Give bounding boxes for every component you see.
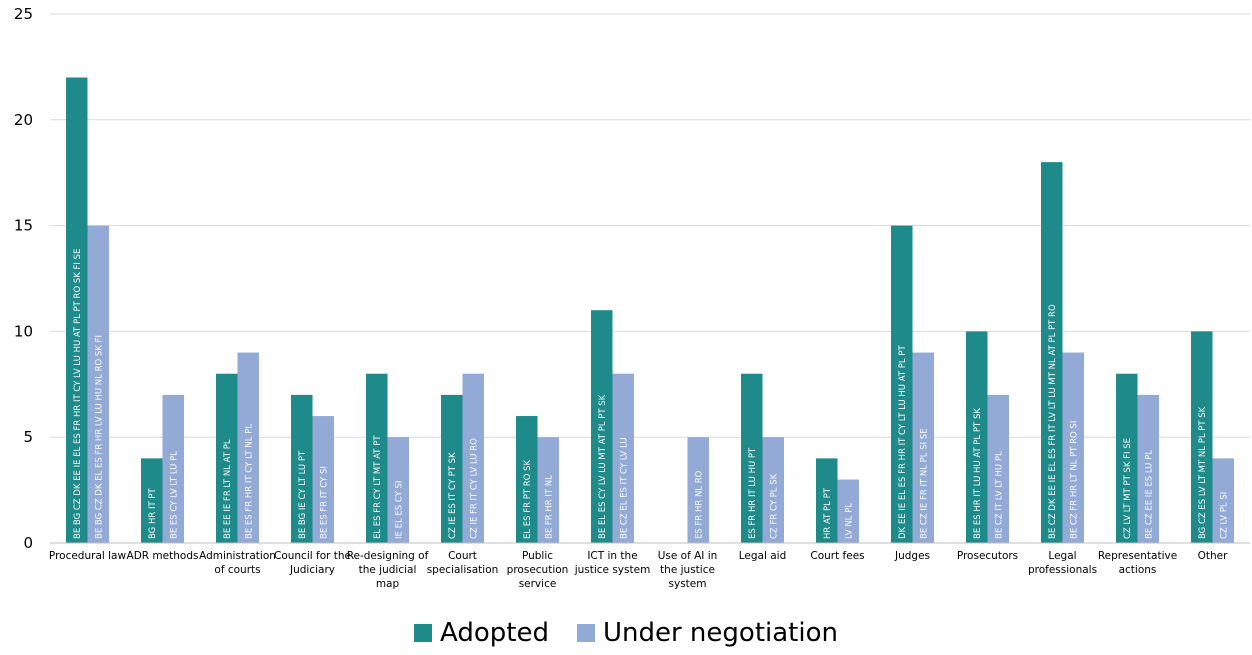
bar-label-under-negotiation: BE CZ IT LV LT HU PL bbox=[994, 451, 1004, 539]
x-tick-label: Other bbox=[1198, 550, 1228, 562]
bar-under-negotiation bbox=[687, 437, 709, 543]
legend-item-adopted: Adopted bbox=[414, 618, 549, 648]
bar-under-negotiation bbox=[462, 373, 484, 543]
bar-chart: BE BG CZ DK EE IE EL ES FR HR IT CY LV L… bbox=[14, 5, 1250, 590]
bar-label-under-negotiation: BE CZ FR HR LT NL PT RO SI bbox=[1069, 421, 1079, 539]
bar-label-under-negotiation: CZ LV PL SI bbox=[1219, 492, 1229, 539]
bar-adopted bbox=[1191, 331, 1213, 543]
bar-under-negotiation bbox=[912, 352, 934, 543]
bar-adopted bbox=[141, 458, 163, 543]
x-tick-label: Administration of courts bbox=[199, 550, 276, 576]
bar-under-negotiation bbox=[237, 352, 259, 543]
bar-under-negotiation bbox=[87, 225, 109, 543]
bar-label-under-negotiation: BE CZ IE FR IT NL PL SI SE bbox=[919, 428, 929, 539]
bar-under-negotiation bbox=[762, 437, 784, 543]
y-tick-label: 0 bbox=[23, 534, 33, 552]
y-tick-label: 10 bbox=[14, 322, 33, 340]
bar-label-adopted: CZ LV LT MT PT SK FI SE bbox=[1123, 438, 1133, 539]
bar-label-under-negotiation: CZ FR CY PL SK bbox=[769, 473, 779, 539]
axes: 0 5 10 15 20 25 Procedural law ADR methods Admin… bbox=[14, 5, 1250, 590]
bars: BE BG CZ DK EE IE EL ES FR HR IT CY LV L… bbox=[66, 77, 1234, 543]
bar-label-under-negotiation: IE EL ES CY SI bbox=[394, 481, 404, 539]
x-tick-label: Legal professionals bbox=[1028, 550, 1097, 576]
bar-adopted bbox=[591, 310, 613, 543]
y-tick-label: 15 bbox=[14, 217, 33, 235]
bar-label-adopted: BE CZ DK EE IE EL ES FR IT LV LT LU MT N… bbox=[1048, 304, 1058, 539]
bar-label-adopted: EL ES FR PT RO SK bbox=[523, 460, 533, 539]
y-tick-label: 5 bbox=[23, 428, 33, 446]
bar-label-under-negotiation: LV NL PL bbox=[844, 503, 854, 539]
bar-label-adopted: BE EL ES CY LV LU MT AT PL PT SK bbox=[598, 394, 608, 539]
bar-adopted bbox=[741, 373, 763, 543]
bar-under-negotiation bbox=[387, 437, 409, 543]
bar-adopted bbox=[1041, 162, 1063, 543]
bar-label-under-negotiation: BE CZ EL ES IT CY LV LU bbox=[619, 437, 629, 539]
bar-label-under-negotiation: BE ES CY LV LT LU PL bbox=[169, 451, 179, 539]
x-tick-label: Use of AI in the justice system bbox=[658, 550, 718, 590]
x-tick-label: Representative actions bbox=[1098, 550, 1177, 576]
bar-under-negotiation bbox=[612, 373, 634, 543]
x-tick-label: Judges bbox=[894, 550, 930, 562]
bar-label-adopted: BE ES HR IT LU HU AT PL PT SK bbox=[973, 408, 983, 539]
bar-adopted bbox=[216, 373, 238, 543]
bar-label-under-negotiation: BE ES FR HR IT CY LT NL PL bbox=[244, 424, 254, 539]
x-tick-label: Legal aid bbox=[739, 550, 787, 562]
y-tick-label: 25 bbox=[14, 5, 33, 23]
bar-label-adopted: BE BG IE CY LT LU PT bbox=[298, 450, 308, 539]
bar-label-adopted: BG CZ ES LV LT MT NL PL PT SK bbox=[1198, 406, 1208, 539]
bar-adopted bbox=[66, 77, 88, 543]
x-tick-label: ADR methods bbox=[127, 550, 199, 562]
y-tick-label: 20 bbox=[14, 111, 33, 129]
bar-label-under-negotiation: BE ES FR IT CY SI bbox=[319, 466, 329, 539]
bar-adopted bbox=[291, 394, 313, 543]
bar-adopted bbox=[366, 373, 388, 543]
bar-adopted bbox=[441, 394, 463, 543]
bar-adopted bbox=[516, 416, 538, 543]
bar-label-adopted: EL ES FR CY LT MT AT PT bbox=[373, 435, 383, 539]
x-tick-label: Re-designing of the judicial map bbox=[347, 550, 429, 590]
bar-label-adopted: BE EE IE FR LT NL AT PL bbox=[223, 439, 233, 539]
x-tick-label: Procedural law bbox=[49, 550, 127, 562]
bar-adopted bbox=[1116, 373, 1138, 543]
bar-label-adopted: CZ IE ES IT CY PT SK bbox=[448, 452, 458, 539]
bar-under-negotiation bbox=[1137, 394, 1159, 543]
bar-under-negotiation bbox=[837, 479, 859, 543]
legend-label-adopted: Adopted bbox=[440, 618, 549, 648]
x-tick-label: ICT in the justice system bbox=[574, 550, 651, 576]
bar-adopted bbox=[816, 458, 838, 543]
bar-label-adopted: HR AT PL PT bbox=[823, 487, 833, 539]
x-tick-label: Council for the Judiciary bbox=[274, 550, 351, 576]
bar-label-under-negotiation: BE FR HR IT NL bbox=[544, 475, 554, 539]
bar-label-adopted: BE BG CZ DK EE IE EL ES FR HR IT CY LV L… bbox=[73, 249, 83, 539]
bar-label-adopted: DK EE IE EL ES FR HR IT CY LT LU HU AT P… bbox=[898, 345, 908, 539]
bar-label-under-negotiation: ES FR HR NL RO bbox=[694, 470, 704, 539]
bar-under-negotiation bbox=[162, 394, 184, 543]
bar-adopted bbox=[966, 331, 988, 543]
legend-swatch-under-negotiation bbox=[576, 624, 595, 642]
bar-label-adopted: ES FR HR IT LU HU PT bbox=[748, 447, 758, 539]
x-tick-label: Court specialisation bbox=[427, 550, 499, 576]
bar-under-negotiation bbox=[1062, 352, 1084, 543]
bar-under-negotiation bbox=[987, 394, 1009, 543]
x-tick-label: Court fees bbox=[810, 550, 864, 562]
legend-label-under-negotiation: Under negotiation bbox=[602, 618, 838, 648]
x-tick-label: Prosecutors bbox=[957, 550, 1018, 562]
bar-adopted bbox=[891, 225, 913, 543]
bar-label-under-negotiation: BE CZ EE IE ES LU PL bbox=[1144, 450, 1154, 539]
legend: Adopted Under negotiation bbox=[0, 618, 1252, 648]
bar-under-negotiation bbox=[312, 416, 334, 543]
bar-label-adopted: BG HR IT PT bbox=[148, 488, 158, 539]
bar-under-negotiation bbox=[537, 437, 559, 543]
bar-label-under-negotiation: BE BG CZ DK EL ES FR HR LV LU HU NL RO S… bbox=[94, 335, 104, 539]
bar-label-under-negotiation: CZ IE FR IT CY LV LU RO bbox=[469, 438, 479, 539]
x-tick-label: Public prosecution service bbox=[507, 550, 569, 590]
legend-item-under-negotiation: Under negotiation bbox=[576, 618, 838, 648]
bar-under-negotiation bbox=[1212, 458, 1234, 543]
legend-swatch-adopted bbox=[414, 624, 433, 642]
